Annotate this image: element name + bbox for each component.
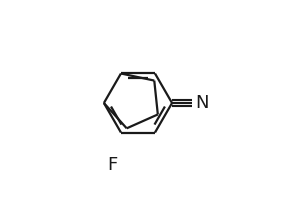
Text: N: N: [196, 94, 209, 112]
Text: F: F: [107, 156, 117, 174]
